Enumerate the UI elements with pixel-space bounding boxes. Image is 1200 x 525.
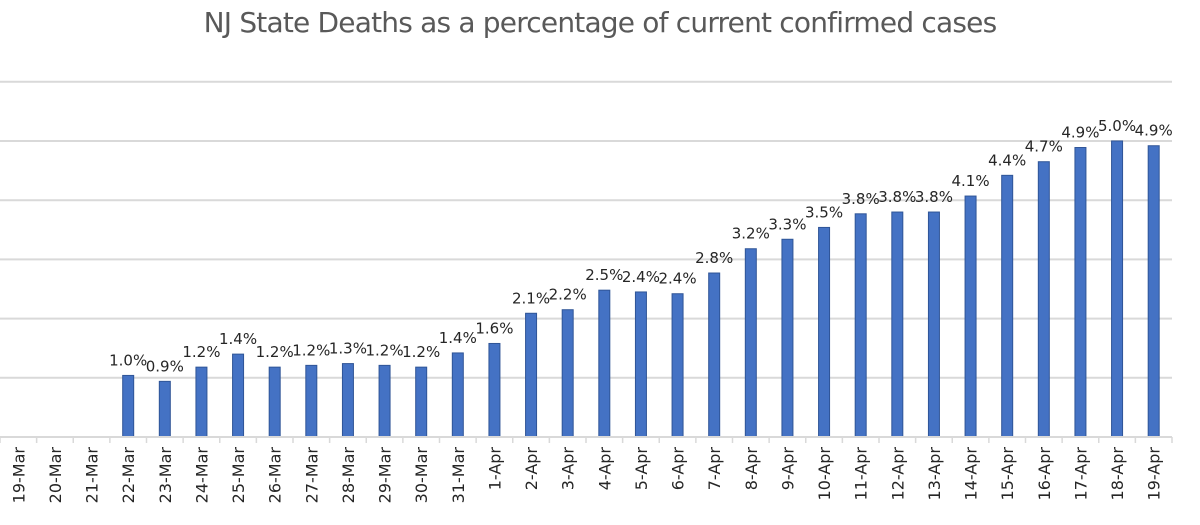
bar-28-Mar xyxy=(341,363,354,438)
data-label-8-Apr: 3.2% xyxy=(732,225,770,243)
bar-1-Apr xyxy=(488,342,501,438)
data-label-13-Apr: 3.8% xyxy=(915,188,953,206)
bar-16-Apr xyxy=(1037,161,1050,438)
data-label-16-Apr: 4.7% xyxy=(1025,138,1063,156)
x-tick-label-22-Mar: 22-Mar xyxy=(119,447,138,504)
data-labels: 1.0%0.9%1.2%1.4%1.2%1.2%1.3%1.2%1.2%1.4%… xyxy=(109,117,1173,375)
bar-12-Apr xyxy=(891,211,904,438)
data-label-22-Mar: 1.0% xyxy=(109,351,147,369)
x-tick-label-7-Apr: 7-Apr xyxy=(705,447,724,491)
x-tick-label-8-Apr: 8-Apr xyxy=(742,447,761,491)
bar-24-Mar xyxy=(195,366,208,438)
x-tick-label-30-Mar: 30-Mar xyxy=(412,447,431,504)
x-tick-label-20-Mar: 20-Mar xyxy=(46,447,65,504)
bar-4-Apr xyxy=(598,289,611,438)
bar-7-Apr xyxy=(708,272,721,438)
bar-25-Mar xyxy=(232,353,245,438)
bar-26-Mar xyxy=(268,366,281,438)
data-label-24-Mar: 1.2% xyxy=(182,343,220,361)
bar-11-Apr xyxy=(854,213,867,438)
x-tick-label-3-Apr: 3-Apr xyxy=(559,447,578,491)
x-tick-label-19-Apr: 19-Apr xyxy=(1145,447,1164,501)
x-tick-label-31-Mar: 31-Mar xyxy=(449,447,468,504)
x-tick-label-1-Apr: 1-Apr xyxy=(485,447,504,491)
x-tick-label-11-Apr: 11-Apr xyxy=(852,447,871,501)
data-label-12-Apr: 3.8% xyxy=(878,188,916,206)
bar-6-Apr xyxy=(671,293,684,438)
data-label-6-Apr: 2.4% xyxy=(659,270,697,288)
bar-14-Apr xyxy=(964,195,977,438)
bar-23-Mar xyxy=(158,380,171,438)
bar-10-Apr xyxy=(818,226,831,438)
data-label-18-Apr: 5.0% xyxy=(1098,117,1136,135)
x-tick-label-2-Apr: 2-Apr xyxy=(522,447,541,491)
data-label-11-Apr: 3.8% xyxy=(842,190,880,208)
data-label-2-Apr: 2.1% xyxy=(512,289,550,307)
bars xyxy=(122,140,1160,438)
data-label-28-Mar: 1.3% xyxy=(329,340,367,358)
data-label-27-Mar: 1.2% xyxy=(292,341,330,359)
data-label-19-Apr: 4.9% xyxy=(1135,122,1173,140)
x-tick-label-18-Apr: 18-Apr xyxy=(1108,447,1127,501)
x-tick-label-28-Mar: 28-Mar xyxy=(339,447,358,504)
x-tick-label-29-Mar: 29-Mar xyxy=(376,447,395,504)
bar-17-Apr xyxy=(1074,147,1087,438)
bar-9-Apr xyxy=(781,238,794,438)
x-axis: 19-Mar 20-Mar 21-Mar 22-Mar 23-Mar 24-Mar 25-M… xyxy=(0,436,1173,504)
data-label-17-Apr: 4.9% xyxy=(1061,124,1099,142)
bar-8-Apr xyxy=(744,248,757,438)
data-label-4-Apr: 2.5% xyxy=(585,266,623,284)
x-tick-label-9-Apr: 9-Apr xyxy=(778,447,797,491)
x-tick-label-23-Mar: 23-Mar xyxy=(156,447,175,504)
x-tick-label-25-Mar: 25-Mar xyxy=(229,447,248,504)
chart-title: NJ State Deaths as a percentage of curre… xyxy=(203,6,998,39)
bar-27-Mar xyxy=(305,364,318,438)
data-label-26-Mar: 1.2% xyxy=(256,343,294,361)
data-label-23-Mar: 0.9% xyxy=(146,357,184,375)
bar-15-Apr xyxy=(1001,174,1014,438)
data-label-10-Apr: 3.5% xyxy=(805,203,843,221)
data-label-29-Mar: 1.2% xyxy=(366,341,404,359)
gridlines xyxy=(0,80,1172,379)
x-tick-label-19-Mar: 19-Mar xyxy=(9,447,28,504)
x-tick-label-14-Apr: 14-Apr xyxy=(962,447,981,501)
x-tick-label-16-Apr: 16-Apr xyxy=(1035,447,1054,501)
bar-2-Apr xyxy=(525,312,538,438)
x-tick-label-10-Apr: 10-Apr xyxy=(815,447,834,501)
data-label-3-Apr: 2.2% xyxy=(549,286,587,304)
bar-30-Mar xyxy=(415,366,428,438)
bar-31-Mar xyxy=(451,352,464,438)
data-label-7-Apr: 2.8% xyxy=(695,249,733,267)
data-label-14-Apr: 4.1% xyxy=(952,172,990,190)
x-tick-label-4-Apr: 4-Apr xyxy=(595,447,614,491)
x-tick-label-6-Apr: 6-Apr xyxy=(669,447,688,491)
data-label-25-Mar: 1.4% xyxy=(219,330,257,348)
x-tick-label-26-Mar: 26-Mar xyxy=(266,447,285,504)
x-tick-label-24-Mar: 24-Mar xyxy=(192,447,211,504)
x-tick-label-21-Mar: 21-Mar xyxy=(83,447,102,504)
bar-5-Apr xyxy=(634,291,647,438)
x-tick-label-5-Apr: 5-Apr xyxy=(632,447,651,491)
bar-3-Apr xyxy=(561,309,574,438)
bar-18-Apr xyxy=(1111,140,1124,438)
x-tick-label-13-Apr: 13-Apr xyxy=(925,447,944,501)
data-label-9-Apr: 3.3% xyxy=(768,215,806,233)
bar-29-Mar xyxy=(378,364,391,438)
x-tick-label-27-Mar: 27-Mar xyxy=(302,447,321,504)
data-label-30-Mar: 1.2% xyxy=(402,343,440,361)
x-tick-label-12-Apr: 12-Apr xyxy=(888,447,907,501)
x-tick-label-15-Apr: 15-Apr xyxy=(998,447,1017,501)
data-label-1-Apr: 1.6% xyxy=(475,319,513,337)
bar-19-Apr xyxy=(1147,145,1160,438)
bar-22-Mar xyxy=(122,374,135,438)
data-label-31-Mar: 1.4% xyxy=(439,329,477,347)
data-label-5-Apr: 2.4% xyxy=(622,268,660,286)
x-tick-label-17-Apr: 17-Apr xyxy=(1071,447,1090,501)
data-label-15-Apr: 4.4% xyxy=(988,151,1026,169)
bar-13-Apr xyxy=(927,211,940,438)
